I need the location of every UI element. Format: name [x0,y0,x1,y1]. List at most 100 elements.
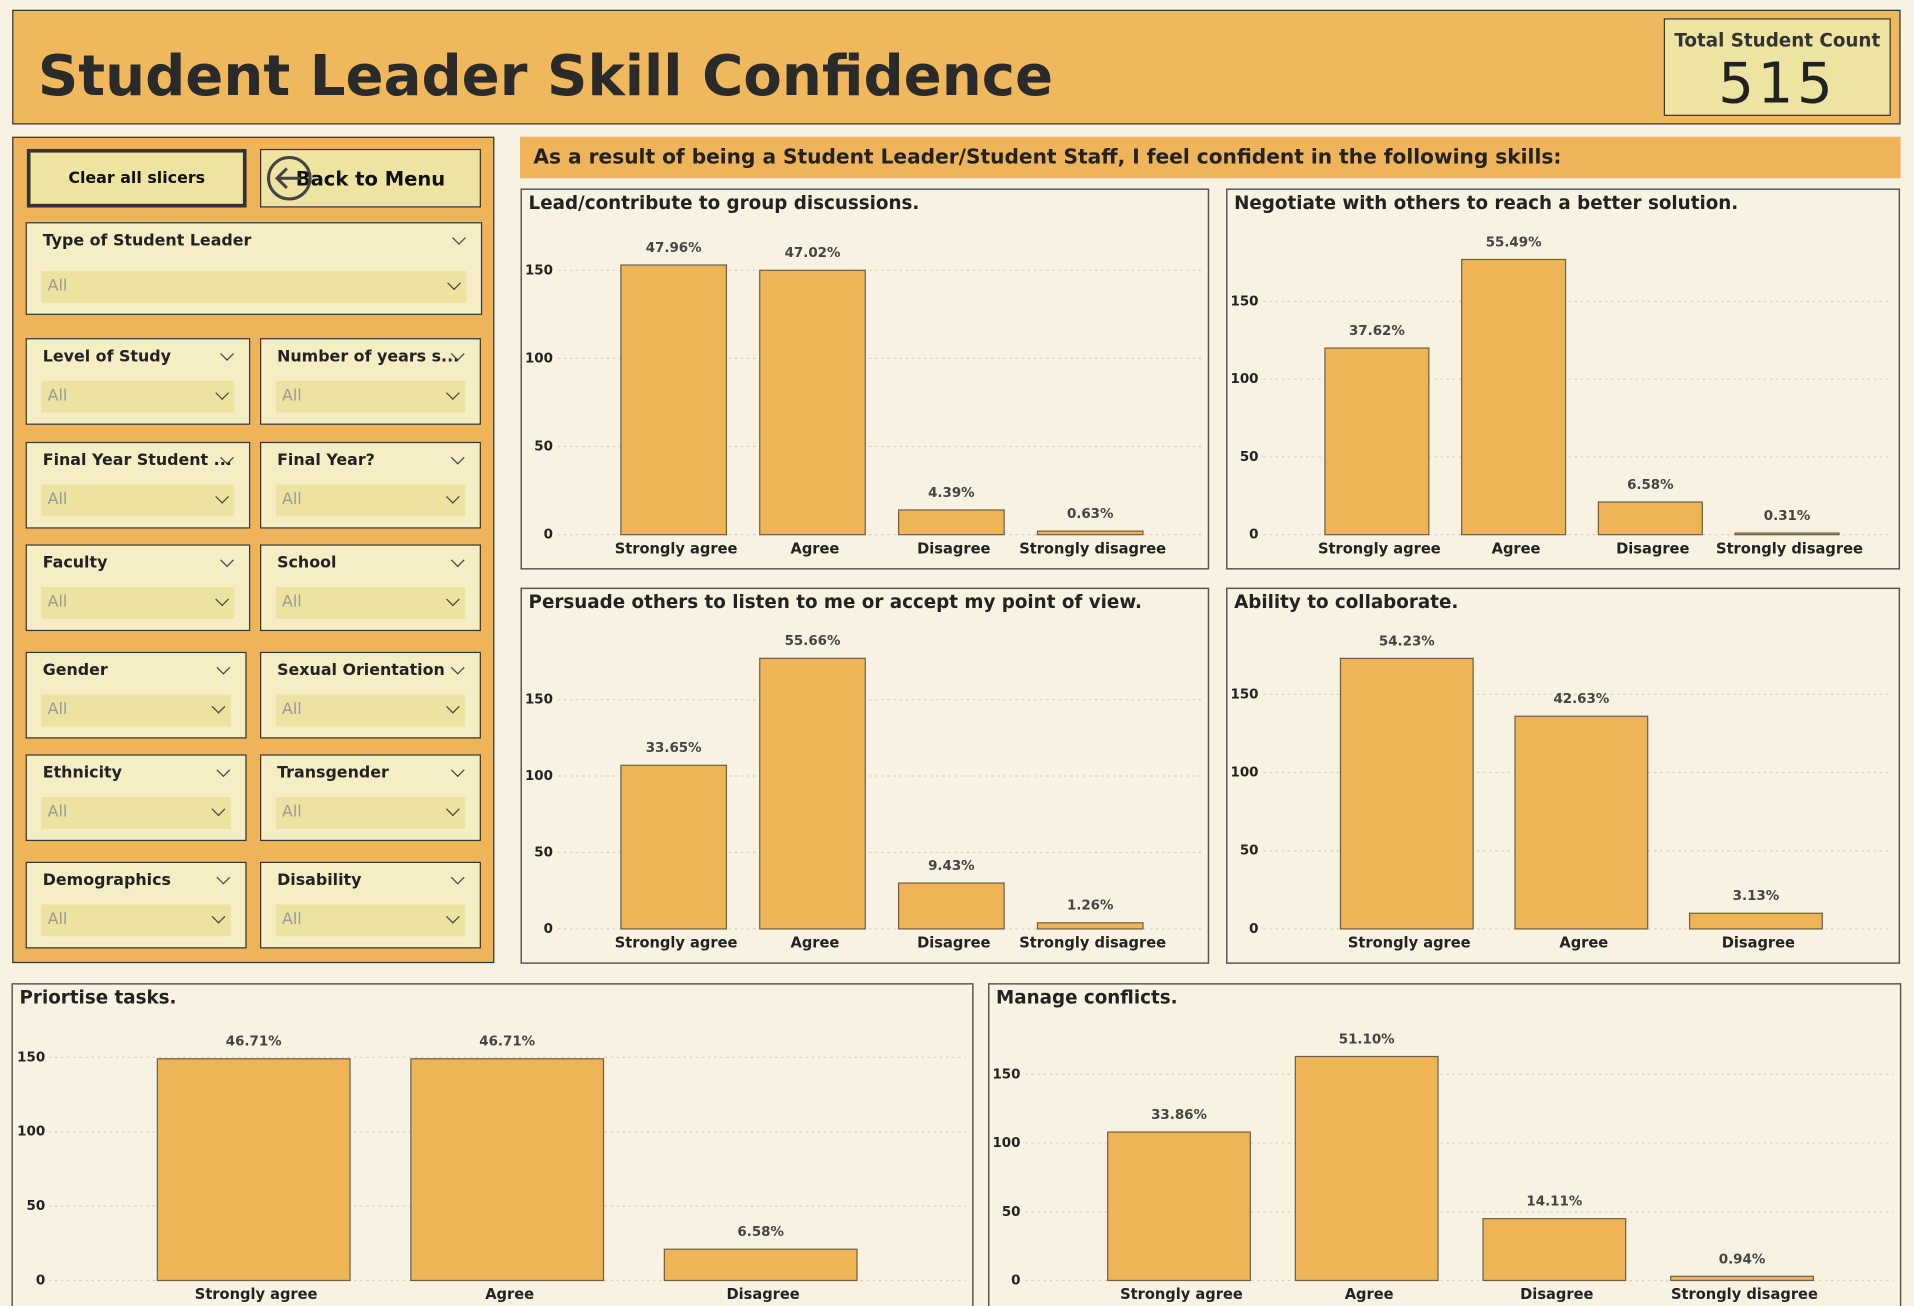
x-tick-label: Disagree [917,935,990,952]
chart-title: Ability to collaborate. [1234,592,1458,613]
bar [759,269,866,536]
slicer-dropdown[interactable]: All [275,797,466,829]
data-label: 46.71% [479,1035,535,1050]
data-label: 0.31% [1764,509,1811,524]
slicer[interactable]: Final Year? All [260,441,481,529]
x-tick-label: Disagree [1616,540,1689,557]
x-tick-label: Strongly agree [1120,1286,1243,1303]
data-label: 9.43% [928,859,975,874]
x-tick-label: Strongly agree [1318,540,1441,557]
slicer[interactable]: Final Year Student ... All [25,441,251,529]
slicer[interactable]: Disability All [260,861,481,949]
slicer-dropdown[interactable]: All [41,904,231,937]
y-tick-label: 50 [534,440,553,455]
slicer-dropdown[interactable]: All [275,380,466,413]
x-tick-label: Disagree [1722,935,1795,952]
data-label: 33.86% [1151,1108,1207,1123]
slicer-dropdown[interactable]: All [41,380,235,413]
chevron [450,553,465,568]
x-tick-label: Strongly disagree [1019,935,1166,952]
slicer-dropdown[interactable]: All [275,484,466,517]
chevron [211,802,226,817]
y-tick-label: 150 [525,693,553,708]
y-tick-label: 50 [1240,450,1259,465]
kpi-card: Total Student Count 515 [1663,18,1891,116]
chevron [445,386,460,400]
kpi-value: 515 [1718,50,1837,116]
data-label: 47.96% [646,241,702,256]
slicer-label: Type of Student Leader [42,231,252,251]
y-tick-label: 150 [525,263,553,278]
slicer-dropdown[interactable]: All [41,270,467,303]
bar [1734,532,1840,536]
slicer[interactable]: Faculty All [25,544,251,632]
chevron [216,870,231,885]
bar [1107,1131,1251,1282]
slicer-value: All [281,910,302,929]
chart-panel [1226,188,1901,570]
slicer[interactable]: Demographics All [25,861,247,949]
bar [1036,922,1144,930]
chart-title: Priortise tasks. [20,987,177,1008]
slicer[interactable]: Level of Study All [25,338,251,425]
banner: As a result of being a Student Leader/St… [520,136,1901,179]
slicer-label: School [277,554,337,573]
slicer-dropdown[interactable]: All [41,797,231,829]
y-tick-label: 150 [992,1067,1020,1082]
slicer[interactable]: Number of years s... All [260,338,481,425]
data-label: 42.63% [1553,692,1609,707]
bar [1339,657,1474,930]
chevron [450,763,465,778]
bar [897,509,1005,536]
chevron [215,489,230,504]
slicer[interactable]: Sexual Orientation All [260,651,481,739]
slicer-value: All [47,910,68,929]
bar [620,764,728,930]
slicer-dropdown[interactable]: All [275,904,466,937]
y-tick-label: 150 [1231,294,1259,309]
chevron [452,231,466,245]
chart-panel [988,983,1902,1306]
data-label: 3.13% [1733,889,1780,904]
slicer-label: Sexual Orientation [277,661,445,680]
chevron [211,699,226,714]
y-tick-label: 150 [17,1050,45,1065]
slicer[interactable]: Ethnicity All [25,754,247,842]
slicer-dropdown[interactable]: All [41,587,235,619]
x-tick-label: Agree [1345,1286,1394,1303]
bar [620,264,728,536]
chevron [445,489,460,504]
data-label: 55.49% [1486,235,1542,250]
slicer-label: Transgender [277,764,389,783]
x-tick-label: Strongly disagree [1716,540,1863,557]
bar [1514,715,1649,930]
bar [1036,530,1144,536]
clear-button[interactable]: Clear all slicers [26,148,247,208]
y-tick-label: 50 [534,845,553,860]
y-tick-label: 100 [525,351,553,366]
slicer-dropdown[interactable]: All [275,587,466,619]
data-label: 6.58% [1627,478,1674,493]
slicer[interactable]: School All [260,544,481,632]
x-tick-label: Disagree [726,1286,799,1303]
slicer[interactable]: Type of Student Leader All [25,222,483,315]
slicer[interactable]: Gender All [25,651,247,739]
slicer[interactable]: Transgender All [260,754,481,842]
slicer-dropdown[interactable]: All [41,484,235,517]
x-tick-label: Agree [485,1286,534,1303]
slicer-label: Disability [277,871,362,890]
slicer-value: All [47,490,68,510]
slicer-value: All [281,490,302,510]
back-icon[interactable] [264,153,337,226]
y-tick-label: 150 [1231,687,1259,702]
x-tick-label: Agree [1492,540,1541,557]
x-tick-label: Strongly disagree [1671,1286,1818,1303]
slicer-dropdown[interactable]: All [275,694,466,727]
x-tick-label: Disagree [1520,1286,1593,1303]
data-label: 33.65% [646,741,702,756]
slicer-dropdown[interactable]: All [41,694,231,727]
y-tick-label: 100 [1231,766,1259,781]
chevron [445,592,460,607]
slicer-label: Final Year? [277,451,375,470]
slicer-value: All [47,700,68,719]
